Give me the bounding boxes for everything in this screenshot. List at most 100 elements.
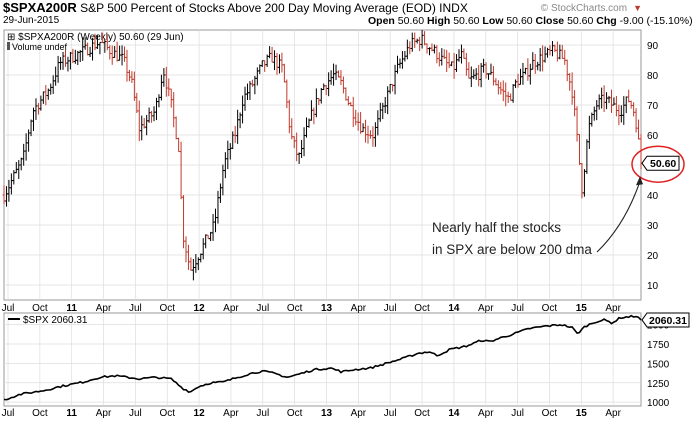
ohlc-bar [509, 93, 513, 101]
ohlc-bar [24, 133, 28, 161]
lower-y-tick-label: 1000 [647, 398, 670, 409]
ohlc-bar [565, 59, 569, 82]
ohlc-bar [221, 164, 225, 196]
ohlc-bar [341, 76, 345, 94]
upper-x-tick-label: Jul [384, 303, 397, 314]
ohlc-bar [125, 49, 129, 82]
ohlc-bar [297, 152, 301, 164]
ohlc-bar [632, 102, 636, 117]
chg-value: -9.00 (-15.10%) [619, 15, 692, 27]
ohlc-bar [317, 97, 321, 106]
open-label: Open [368, 15, 395, 27]
upper-y-tick-label: 20 [647, 251, 659, 262]
ohlc-bar [59, 57, 63, 70]
lower-panel-frame [3, 312, 642, 407]
ohlc-bar [260, 60, 264, 68]
ohlc-bar [270, 46, 274, 63]
ohlc-bar [282, 63, 286, 83]
ohlc-bar [51, 75, 55, 94]
ohlc-bar [526, 58, 530, 81]
ohlc-bar [285, 79, 289, 109]
lower-x-tick-label: Apr [223, 408, 239, 419]
ohlc-bar [135, 92, 139, 114]
ohlc-bar [295, 132, 299, 162]
ohlc-bar [332, 63, 336, 86]
ohlc-bar [373, 122, 377, 147]
ohlc-bar [184, 236, 188, 263]
ohlc-bar [420, 30, 424, 49]
ohlc-bar [570, 72, 574, 105]
ohlc-bar [314, 88, 318, 118]
lower-x-tick-label: Apr [605, 408, 621, 419]
ohlc-bar [351, 96, 355, 128]
lower-y-tick-label: 1250 [647, 379, 670, 390]
close-value: 50.60 [567, 15, 594, 27]
ohlc-bar [413, 32, 417, 48]
lower-x-tick-label: Oct [414, 408, 430, 419]
ohlc-bar [506, 91, 510, 104]
ohlc-bar [172, 92, 176, 128]
ohlc-bar [514, 79, 518, 89]
ohlc-bar [145, 114, 149, 136]
ohlc-bar [344, 87, 348, 101]
ohlc-bar [14, 162, 18, 174]
ohlc-bar [462, 48, 466, 59]
upper-x-tick-label: Jul [2, 303, 15, 314]
upper-y-tick-label: 90 [647, 41, 659, 52]
ohlc-bar [339, 70, 343, 86]
ohlc-bar [521, 62, 525, 85]
upper-x-tick-label: Oct [287, 303, 303, 314]
ohlc-bar [482, 58, 486, 73]
lower-x-tick-label: Jul [384, 408, 397, 419]
upper-y-tick-label: 40 [647, 191, 659, 202]
ohlc-bar [218, 183, 222, 203]
ohlc-bar [268, 46, 272, 59]
ohlc-readout: Open 50.60 High 50.60 Low 50.60 Close 50… [368, 15, 692, 27]
high-value: 50.60 [453, 15, 480, 27]
lower-y-tick-label: 1750 [647, 340, 670, 351]
ohlc-bar [17, 160, 21, 180]
ohlc-bar [113, 46, 117, 58]
ohlc-bar [236, 109, 240, 144]
ohlc-bar [585, 139, 589, 174]
upper-x-tick-label: Jul [129, 303, 142, 314]
upper-y-tick-label: 70 [647, 101, 659, 112]
upper-x-tick-label: Apr [478, 303, 494, 314]
lower-x-tick-label: 13 [321, 408, 333, 419]
ohlc-bar [211, 213, 215, 241]
lower-x-tick-label: Apr [96, 408, 112, 419]
ohlc-bar [491, 66, 495, 86]
ohlc-bar [617, 104, 621, 126]
upper-y-tick-label: 30 [647, 221, 659, 232]
ohlc-bar [533, 53, 537, 74]
ohlc-bar [152, 106, 156, 122]
upper-y-tick-label: 10 [647, 281, 659, 292]
ohlc-bar [49, 83, 53, 95]
ohlc-bar [489, 63, 493, 75]
ohlc-bar [528, 63, 532, 85]
ohlc-bar [634, 108, 638, 133]
volume-legend: Volume undef [12, 42, 68, 52]
low-value: 50.60 [506, 15, 533, 27]
upper-x-tick-label: Oct [542, 303, 558, 314]
ohlc-bar [250, 79, 254, 87]
lower-x-tick-label: Oct [287, 408, 303, 419]
ohlc-bar [127, 69, 131, 82]
annotation-line-2: in SPX are below 200 dma [432, 242, 592, 257]
ohlc-bar [233, 125, 237, 144]
ohlc-bar [120, 45, 124, 66]
ohlc-bar [22, 143, 26, 166]
ohlc-bar [605, 92, 609, 110]
ohlc-bar [123, 46, 127, 62]
upper-x-tick-label: Apr [605, 303, 621, 314]
ohlc-bar [573, 90, 577, 117]
ohlc-bar [19, 157, 23, 171]
ohlc-bar [263, 60, 267, 72]
lower-x-tick-label: 15 [576, 408, 588, 419]
ohlc-bar [174, 116, 178, 140]
ohlc-bar [558, 44, 562, 60]
ohlc-bar [110, 45, 114, 65]
ohlc-bar [459, 44, 463, 64]
ohlc-bar [66, 56, 70, 72]
